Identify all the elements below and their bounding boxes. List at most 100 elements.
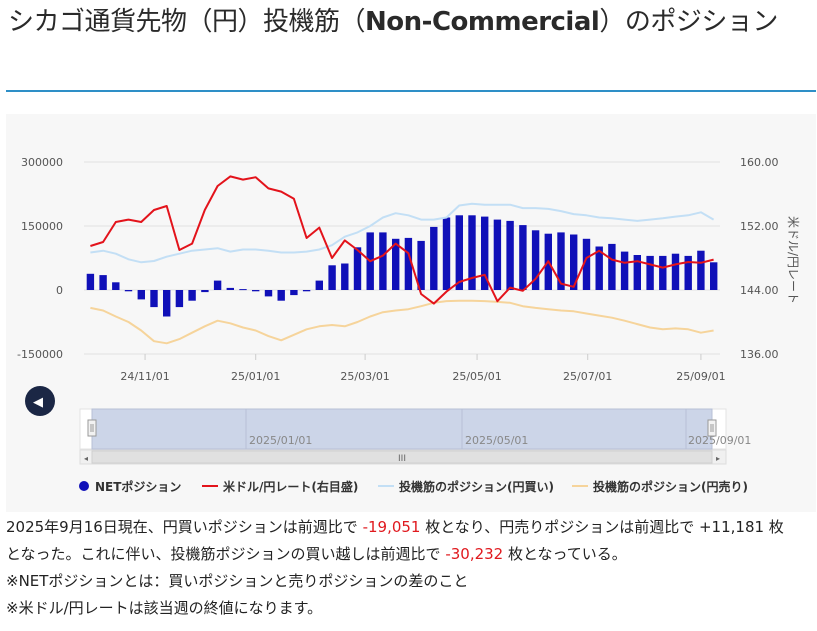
net-position-bar (277, 290, 285, 301)
y-left-tick-label: 300000 (21, 156, 63, 169)
prev-arrow-button[interactable]: ◀ (25, 386, 55, 416)
net-change: -30,232 (445, 545, 504, 563)
chart-container: 300000 150000 0 -150000 160.00 152.00 144.00 1… (6, 114, 816, 512)
y-left-tick-label: 150000 (21, 220, 63, 233)
net-position-bar (481, 216, 489, 290)
note-net: ※NETポジションとは：買いポジションと売りポジションの差のこと (6, 572, 469, 590)
net-position-bar (341, 263, 349, 290)
description: 2025年9月16日現在、円買いポジションは前週比で -19,051 枚となり、… (6, 514, 817, 622)
rate-series (90, 175, 714, 305)
short-position-line (90, 299, 714, 345)
y-right-tick-label: 152.00 (740, 220, 779, 233)
legend-label: NETポジション (95, 479, 181, 494)
net-position-bar (213, 280, 222, 290)
navigator-label: 2025/05/01 (465, 434, 528, 447)
x-axis: 24/11/01 25/01/01 25/03/01 25/05/01 25/07/01… (120, 354, 726, 383)
legend-label: 投機筋のポジション(円売り) (593, 479, 748, 494)
net-position-bar (608, 243, 616, 290)
net-position-bar (315, 280, 323, 290)
net-position-bar (455, 215, 463, 290)
y-axis-right-title: 米ドル/円レート (786, 216, 800, 304)
y-right-tick-label: 160.00 (740, 156, 779, 169)
net-position-bar (633, 255, 641, 290)
left-arrow-icon: ◀ (33, 395, 43, 410)
y-axis-right: 160.00 152.00 144.00 136.00 (740, 156, 779, 361)
net-position-bar (620, 251, 629, 290)
scrollbar[interactable]: III ◂ ▸ (79, 449, 727, 465)
y-right-tick-label: 136.00 (740, 348, 779, 361)
net-position-bar (557, 232, 565, 290)
net-position-bar (417, 240, 425, 290)
x-tick-label: 24/11/01 (120, 370, 169, 383)
net-position-bar (570, 234, 578, 290)
net-position-bar (252, 290, 260, 292)
net-position-bar (353, 247, 362, 290)
net-position-bar (99, 275, 107, 290)
navigator-label: 2025/01/01 (249, 434, 312, 447)
y-axis-left: 300000 150000 0 -150000 (17, 156, 63, 361)
legend-item-short[interactable]: 投機筋のポジション(円売り) (572, 479, 748, 494)
net-position-bar (684, 255, 692, 290)
yen-long-change: -19,051 (362, 518, 421, 536)
legend-item-long[interactable]: 投機筋のポジション(円買い) (378, 479, 554, 494)
navigator-right-handle[interactable] (707, 419, 717, 437)
legend-item-net[interactable]: NETポジション (79, 479, 181, 494)
description-line-2: となった。これに伴い、投機筋ポジションの買い越しは前週比で -30,232 枚と… (6, 545, 627, 563)
y-left-tick-label: -150000 (17, 348, 63, 361)
scrollbar-grip: III (398, 454, 406, 464)
navigator-left-handle[interactable] (87, 419, 97, 437)
net-position-bar (226, 287, 234, 290)
navigator[interactable]: 2025/01/01 2025/05/01 2025/09/01 (79, 408, 751, 450)
x-tick-label: 25/01/01 (231, 370, 280, 383)
net-position-bar (519, 225, 527, 290)
net-position-bar (659, 255, 667, 290)
net-position-bar (404, 237, 413, 290)
net-position-bar (442, 217, 451, 290)
net-position-bar (86, 273, 95, 290)
x-tick-label: 25/03/01 (340, 370, 389, 383)
scrollbar-thumb[interactable] (91, 450, 713, 464)
net-position-bar (239, 289, 247, 291)
page-title: シカゴ通貨先物（円）投機筋（Non-Commercial）のポジション (8, 7, 778, 37)
legend-item-rate[interactable]: 米ドル/円レート(右目盛) (202, 479, 358, 494)
net-position-bar (188, 290, 196, 301)
net-position-bar (506, 220, 514, 290)
x-tick-label: 25/09/01 (676, 370, 725, 383)
net-position-bar (328, 265, 336, 290)
note-rate: ※米ドル/円レートは該当週の終値になります。 (6, 599, 323, 617)
legend-label: 投機筋のポジション(円買い) (399, 479, 554, 494)
x-tick-label: 25/07/01 (563, 370, 612, 383)
navigator-selection[interactable] (91, 408, 713, 450)
net-position-bar (379, 232, 387, 290)
net-position-bar (290, 290, 298, 296)
net-position-bar (468, 215, 476, 290)
net-position-bar (302, 290, 311, 292)
x-tick-label: 25/05/01 (452, 370, 501, 383)
net-position-bar (671, 253, 680, 290)
navigator-label: 2025/09/01 (688, 434, 751, 447)
net-position-bar (697, 250, 705, 290)
net-position-bar (163, 290, 171, 317)
title-divider (6, 90, 816, 92)
net-position-bar (392, 238, 400, 290)
net-position-bar (150, 290, 158, 308)
net-position-bar (493, 219, 502, 290)
net-position-bar (112, 282, 120, 290)
net-position-bar (710, 262, 718, 290)
legend: NETポジション 米ドル/円レート(右目盛) 投機筋のポジション(円買い) 投機… (79, 479, 748, 494)
net-position-bar (175, 290, 184, 308)
description-line-1: 2025年9月16日現在、円買いポジションは前週比で -19,051 枚となり、… (6, 518, 784, 536)
net-position-bar (201, 290, 209, 293)
net-bars (86, 215, 718, 317)
legend-label: 米ドル/円レート(右目盛) (223, 479, 358, 494)
y-right-tick-label: 144.00 (740, 284, 779, 297)
net-position-bar (264, 290, 273, 297)
net-position-bar (531, 230, 540, 290)
long-series (90, 202, 715, 264)
usdjpy-rate-line (90, 175, 714, 305)
long-position-line (90, 202, 715, 264)
net-position-bar (430, 226, 438, 290)
scroll-right-icon[interactable]: ▸ (716, 454, 720, 463)
scroll-left-icon[interactable]: ◂ (84, 454, 88, 463)
